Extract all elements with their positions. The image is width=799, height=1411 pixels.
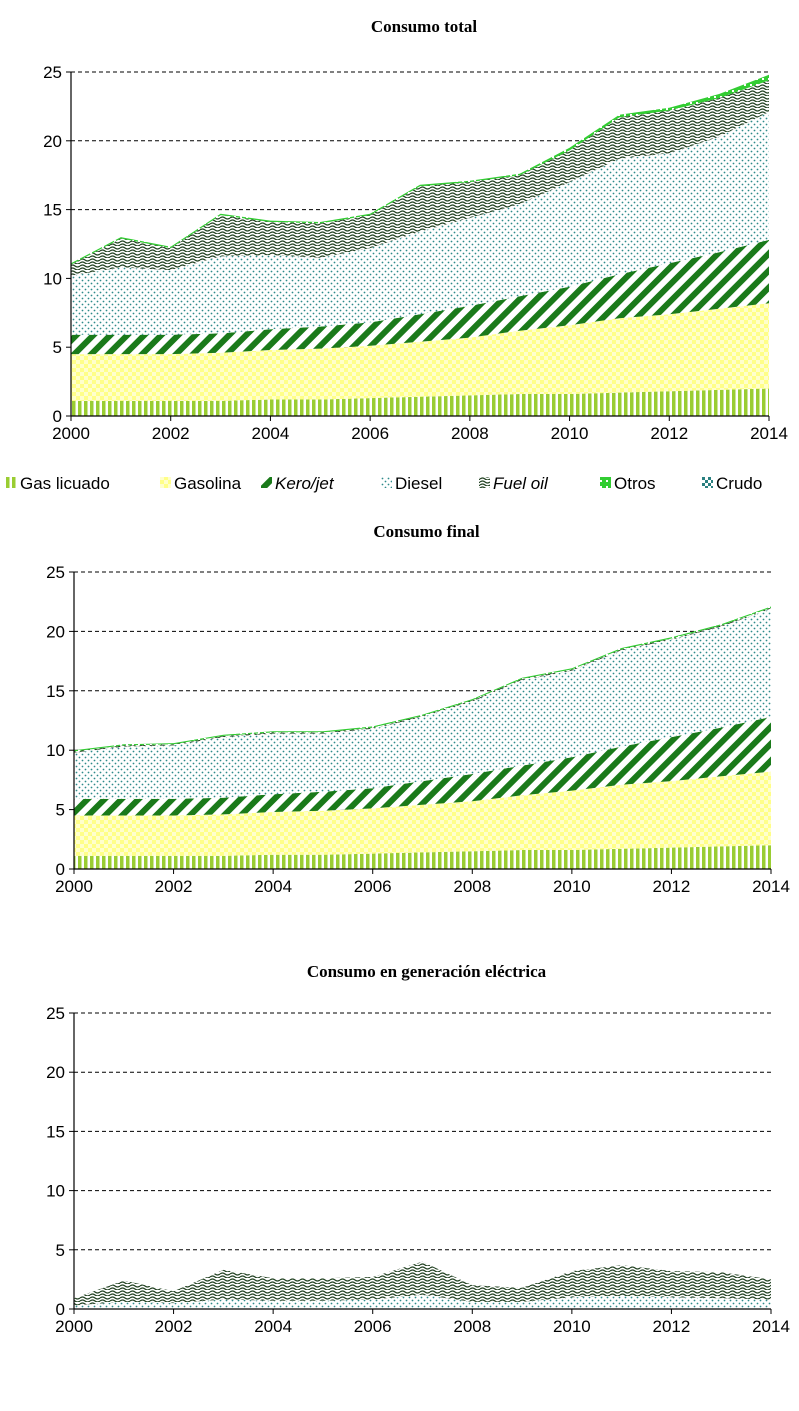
x-tick-label: 2012 — [653, 1317, 691, 1336]
y-tick-label: 5 — [53, 338, 62, 357]
x-tick-label: 2002 — [155, 877, 193, 896]
x-tick-label: 2010 — [551, 424, 589, 443]
chart-2: Consumo final 0 5 10 15 20 25 2000 2002 2004 2006 2… — [46, 522, 790, 896]
x-tick-label: 2006 — [351, 424, 389, 443]
x-tick-label: 2002 — [155, 1317, 193, 1336]
legend-swatch-otros — [600, 477, 611, 488]
x-tick-label: 2010 — [553, 877, 591, 896]
chart-title: Consumo final — [373, 522, 480, 541]
area-gas-licuado — [71, 388, 769, 416]
y-tick-label: 25 — [43, 63, 62, 82]
y-tick-label: 10 — [46, 741, 65, 760]
x-tick-label: 2012 — [650, 424, 688, 443]
x-tick-label: 2008 — [451, 424, 489, 443]
legend-swatch-diesel — [381, 477, 392, 488]
legend-label: Gas licuado — [20, 474, 110, 493]
y-tick-label: 15 — [43, 201, 62, 220]
y-tick-label: 5 — [56, 801, 65, 820]
chart-title: Consumo en generación eléctrica — [307, 962, 547, 981]
x-tick-label: 2004 — [254, 1317, 292, 1336]
y-tick-label: 0 — [53, 407, 62, 426]
x-tick-label: 2006 — [354, 877, 392, 896]
y-tick-label: 20 — [46, 1063, 65, 1082]
area-otros — [71, 74, 769, 265]
area-fuel-oil — [74, 1261, 771, 1306]
x-tick-label: 2014 — [752, 877, 790, 896]
area-gasolina — [71, 303, 769, 401]
x-tick-label: 2010 — [553, 1317, 591, 1336]
y-tick-label: 10 — [46, 1182, 65, 1201]
y-tick-label: 25 — [46, 1004, 65, 1023]
y-tick-label: 20 — [43, 132, 62, 151]
chart-1: Consumo total 0 5 10 15 20 25 2000 2002 2004 2006 2… — [43, 17, 788, 443]
y-tick-label: 20 — [46, 622, 65, 641]
legend: Gas licuado Gasolina Kero/jet Diesel Fuel oi… — [6, 474, 762, 493]
legend-label: Diesel — [395, 474, 442, 493]
y-tick-label: 5 — [56, 1241, 65, 1260]
area-kero-jet — [74, 716, 771, 816]
legend-swatch-fuel-oil — [479, 477, 490, 488]
area-gas-licuado — [74, 845, 771, 869]
y-tick-label: 25 — [46, 563, 65, 582]
y-tick-label: 10 — [43, 269, 62, 288]
x-tick-label: 2004 — [252, 424, 290, 443]
chart-3: Consumo en generación eléctrica 0 5 10 15 20 2… — [46, 962, 790, 1336]
area-kero-jet — [71, 239, 769, 355]
x-tick-label: 2000 — [52, 424, 90, 443]
y-tick-label: 15 — [46, 682, 65, 701]
legend-swatch-gasolina — [160, 477, 171, 488]
x-tick-label: 2004 — [254, 877, 292, 896]
y-tick-label: 15 — [46, 1122, 65, 1141]
legend-label: Kero/jet — [275, 474, 335, 493]
area-fuel-oil — [71, 80, 769, 276]
legend-label: Gasolina — [174, 474, 242, 493]
legend-swatch-kero-jet — [261, 477, 272, 488]
chart-title: Consumo total — [371, 17, 478, 36]
x-tick-label: 2014 — [752, 1317, 790, 1336]
x-tick-label: 2014 — [750, 424, 788, 443]
x-tick-label: 2006 — [354, 1317, 392, 1336]
x-tick-label: 2008 — [453, 877, 491, 896]
legend-label: Fuel oil — [493, 474, 549, 493]
legend-swatch-gas-licuado — [6, 477, 17, 488]
y-tick-label: 0 — [56, 1300, 65, 1319]
area-gasolina — [74, 771, 771, 856]
legend-label: Crudo — [716, 474, 762, 493]
area-diesel — [71, 111, 769, 335]
x-tick-label: 2008 — [453, 1317, 491, 1336]
area-diesel — [74, 1294, 771, 1309]
legend-swatch-crudo — [702, 477, 713, 488]
x-tick-label: 2000 — [55, 877, 93, 896]
x-tick-label: 2012 — [653, 877, 691, 896]
y-tick-label: 0 — [56, 860, 65, 879]
area-diesel — [74, 608, 771, 799]
legend-label: Otros — [614, 474, 656, 493]
x-tick-label: 2002 — [152, 424, 190, 443]
x-tick-label: 2000 — [55, 1317, 93, 1336]
